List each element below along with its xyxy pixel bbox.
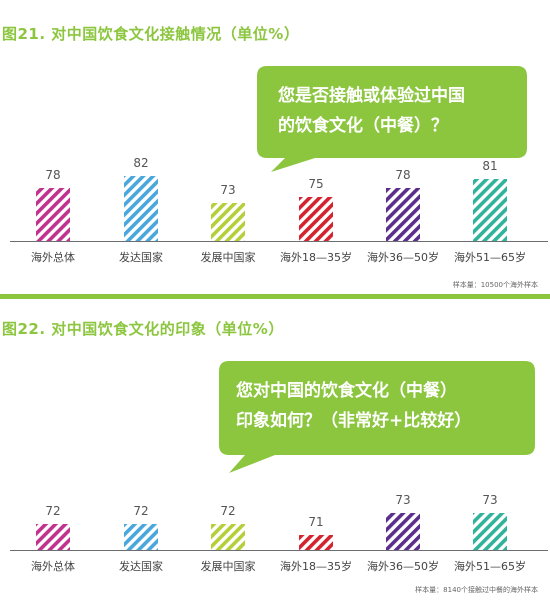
bar-plot-1 (36, 176, 507, 241)
section-divider (0, 294, 550, 299)
bar-3 (211, 524, 245, 550)
category-label-1: 海外总体 (31, 251, 75, 264)
bar-2 (124, 524, 158, 550)
value-label-2: 72 (133, 504, 149, 518)
question-bubble-2 (219, 361, 535, 473)
chart-title-2: 图22. 对中国饮食文化的印象（单位%） (2, 320, 284, 338)
value-label-4: 75 (308, 177, 324, 191)
category-label-1: 海外总体 (31, 560, 75, 573)
bar-6 (473, 179, 507, 241)
bar-4 (299, 197, 333, 241)
bar-1 (36, 188, 70, 241)
category-label-5: 海外36—50岁 (367, 251, 439, 264)
bar-5 (386, 513, 420, 550)
bar-4 (299, 535, 333, 550)
category-label-5: 海外36—50岁 (367, 560, 439, 573)
baseline-1 (10, 241, 548, 242)
bar-3 (211, 203, 245, 241)
category-label-3: 发展中国家 (200, 251, 256, 264)
value-label-1: 78 (45, 168, 61, 182)
value-label-6: 81 (482, 159, 498, 173)
question-text-2b: 印象如何？（非常好+比较好） (236, 411, 472, 431)
bar-6 (473, 513, 507, 550)
bar-2 (124, 176, 158, 241)
chart-title-1: 图21. 对中国饮食文化接触情况（单位%） (2, 25, 300, 43)
value-label-5: 78 (395, 168, 411, 182)
value-label-5: 73 (395, 493, 411, 507)
question-text-2a: 您对中国的饮食文化（中餐） (236, 381, 457, 401)
category-label-3: 发展中国家 (200, 560, 256, 573)
category-label-6: 海外51—65岁 (454, 251, 526, 264)
chart-panel-2: 图22. 对中国饮食文化的印象（单位%） 您对中国的饮食文化（中餐） 印象如何？… (0, 300, 550, 603)
chart-panel-1: 图21. 对中国饮食文化接触情况（单位%） 您是否接触或体验过中国 的饮食文化（… (0, 0, 550, 292)
category-label-4: 海外18—35岁 (280, 251, 352, 264)
category-label-2: 发达国家 (119, 560, 163, 573)
value-label-3: 72 (220, 504, 236, 518)
bar-1 (36, 524, 70, 550)
category-label-2: 发达国家 (119, 251, 163, 264)
bar-5 (386, 188, 420, 241)
question-text-1a: 您是否接触或体验过中国 (278, 86, 465, 106)
category-label-6: 海外51—65岁 (454, 560, 526, 573)
bar-plot-2 (36, 513, 507, 550)
sample-note-1: 样本量：10500个海外样本 (452, 281, 538, 289)
baseline-2 (10, 550, 548, 551)
value-label-1: 72 (45, 504, 61, 518)
question-text-1b: 的饮食文化（中餐）？ (278, 116, 448, 136)
category-label-4: 海外18—35岁 (280, 560, 352, 573)
value-label-4: 71 (308, 515, 324, 529)
value-label-2: 82 (133, 156, 149, 170)
value-label-6: 73 (482, 493, 498, 507)
question-bubble-1 (257, 66, 527, 172)
value-label-3: 73 (220, 183, 236, 197)
sample-note-2: 样本量：8140个接触过中餐的海外样本 (415, 586, 538, 594)
